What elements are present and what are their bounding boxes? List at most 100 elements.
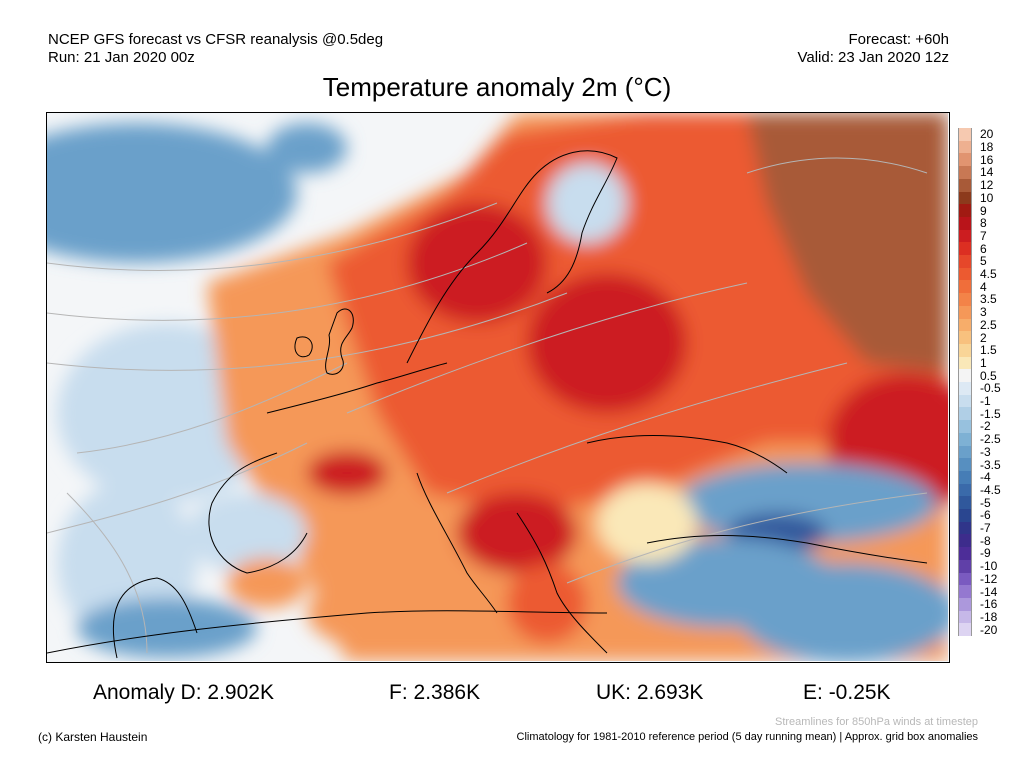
- colorbar-tick-label: 5: [980, 254, 987, 269]
- colorbar-segment: [958, 242, 972, 256]
- colorbar-segment: [958, 293, 972, 307]
- colorbar-tick-label: 7: [980, 228, 987, 243]
- colorbar-tick-label: -4.5: [980, 482, 1001, 497]
- colorbar-tick-label: -6: [980, 508, 991, 523]
- colorbar-tick-label: 1: [980, 355, 987, 370]
- colorbar-segment: [958, 331, 972, 345]
- colorbar-segment: [958, 343, 972, 358]
- colorbar-segment: [958, 521, 972, 535]
- colorbar-tick-label: 20: [980, 127, 994, 142]
- colorbar-segment: [958, 140, 972, 154]
- colorbar: [958, 128, 972, 637]
- colorbar-tick-label: 0.5: [980, 368, 997, 383]
- model-description: NCEP GFS forecast vs CFSR reanalysis @0.…: [48, 31, 384, 48]
- colorbar-segment: [958, 280, 972, 294]
- anomaly-domain-label: Anomaly D:: [93, 681, 202, 704]
- colorbar-segment: [958, 597, 972, 612]
- colorbar-tick-label: 4: [980, 279, 987, 294]
- colorbar-segment: [958, 166, 972, 180]
- colorbar-tick-label: -0.5: [980, 381, 1001, 396]
- colorbar-segment: [958, 623, 972, 637]
- colorbar-segment: [958, 407, 972, 421]
- colorbar-segment: [958, 394, 972, 408]
- colorbar-segment: [958, 267, 972, 281]
- colorbar-segment: [958, 178, 972, 192]
- streamlines-note: Streamlines for 850hPa winds at timestep: [775, 716, 978, 728]
- colorbar-tick-label: 2.5: [980, 317, 997, 332]
- colorbar-segment: [958, 445, 972, 459]
- colorbar-segment: [958, 572, 972, 586]
- colorbar-tick-label: 6: [980, 241, 987, 256]
- colorbar-tick-label: -16: [980, 597, 998, 612]
- anomaly-uk-label: UK:: [596, 681, 632, 704]
- colorbar-segment: [958, 420, 972, 434]
- colorbar-tick-label: 4.5: [980, 267, 997, 282]
- colorbar-tick-label: -18: [980, 609, 998, 624]
- colorbar-tick-label: 3.5: [980, 292, 997, 307]
- colorbar-tick-label: -2: [980, 419, 991, 434]
- colorbar-segment: [958, 483, 972, 497]
- anomaly-map-graphic: [47, 113, 948, 661]
- colorbar-tick-label: -5: [980, 495, 991, 510]
- anomaly-domain-value: 2.902K: [207, 681, 274, 704]
- colorbar-segment: [958, 547, 972, 561]
- colorbar-segment: [958, 382, 972, 396]
- run-info: NCEP GFS forecast vs CFSR reanalysis @0.…: [48, 31, 383, 67]
- colorbar-segment: [958, 356, 972, 370]
- anomaly-france-value: 2.386K: [413, 681, 481, 704]
- coastlines: [47, 150, 928, 659]
- colorbar-segment: [958, 369, 972, 383]
- anomaly-domain: Anomaly D: 2.902K: [93, 681, 274, 705]
- colorbar-segment: [958, 458, 972, 472]
- colorbar-segment: [958, 204, 972, 218]
- colorbar-segment: [958, 153, 972, 167]
- colorbar-tick-label: -1: [980, 394, 991, 409]
- colorbar-tick-label: 3: [980, 305, 987, 320]
- colorbar-segment: [958, 559, 972, 573]
- anomaly-spain-label: E:: [803, 681, 823, 704]
- colorbar-tick-label: -2.5: [980, 432, 1001, 447]
- colorbar-segment: [958, 432, 972, 446]
- colorbar-segment: [958, 509, 972, 523]
- colorbar-tick-label: 18: [980, 140, 994, 155]
- run-time: Run: 21 Jan 2020 00z: [48, 49, 195, 66]
- streamlines: [47, 157, 928, 654]
- colorbar-segment: [958, 585, 972, 599]
- map-title: Temperature anomaly 2m (°C): [322, 72, 672, 102]
- colorbar-tick-label: -7: [980, 521, 991, 536]
- colorbar-tick-label: -8: [980, 533, 991, 548]
- colorbar-segment: [958, 610, 972, 624]
- colorbar-segment: [958, 128, 972, 142]
- forecast-info: Forecast: +60h Valid: 23 Jan 2020 12z: [797, 31, 949, 67]
- anomaly-france: F: 2.386K: [389, 681, 480, 705]
- valid-time: Valid: 23 Jan 2020 12z: [797, 49, 949, 66]
- colorbar-tick-label: 9: [980, 203, 987, 218]
- anomaly-map: [46, 112, 950, 663]
- colorbar-segment: [958, 470, 972, 485]
- colorbar-tick-label: 10: [980, 190, 994, 205]
- colorbar-tick-label: 12: [980, 178, 994, 193]
- colorbar-segment: [958, 216, 972, 231]
- copyright: (c) Karsten Haustein: [38, 730, 148, 744]
- climatology-note: Climatology for 1981-2010 reference peri…: [516, 731, 978, 743]
- colorbar-segment: [958, 318, 972, 332]
- colorbar-tick-label: -14: [980, 584, 998, 599]
- colorbar-tick-label: -4: [980, 470, 991, 485]
- colorbar-tick-label: -3.5: [980, 457, 1001, 472]
- anomaly-france-label: F:: [389, 681, 408, 704]
- colorbar-segment: [958, 534, 972, 548]
- anomaly-spain: E: -0.25K: [803, 681, 891, 705]
- anomaly-uk: UK: 2.693K: [596, 681, 703, 705]
- colorbar-tick-label: -3: [980, 444, 991, 459]
- colorbar-tick-label: 1.5: [980, 343, 997, 358]
- colorbar-tick-label: -20: [980, 622, 998, 637]
- colorbar-tick-label: -10: [980, 559, 998, 574]
- colorbar-segment: [958, 191, 972, 205]
- colorbar-tick-label: -1.5: [980, 406, 1001, 421]
- colorbar-tick-label: 2: [980, 330, 987, 345]
- anomaly-field: [47, 113, 948, 661]
- colorbar-tick-label: 16: [980, 152, 994, 167]
- colorbar-tick-label: 8: [980, 216, 987, 231]
- colorbar-tick-label: 14: [980, 165, 994, 180]
- anomaly-spain-value: -0.25K: [828, 681, 891, 704]
